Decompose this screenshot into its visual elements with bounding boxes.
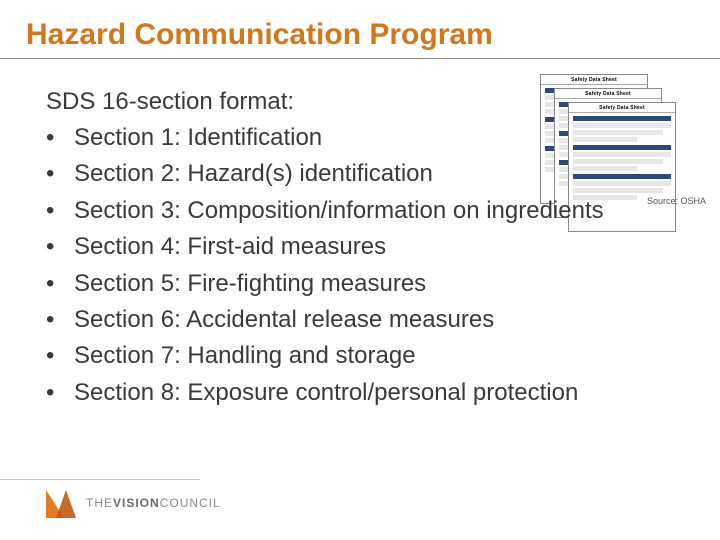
bullet-item: •Section 1: Identification (46, 122, 700, 154)
bullet-marker: • (46, 195, 74, 227)
bullet-marker: • (46, 231, 74, 263)
logo-word-vision: VISION (113, 496, 160, 510)
bullet-marker: • (46, 122, 74, 154)
bullet-list: •Section 1: Identification•Section 2: Ha… (46, 122, 700, 409)
slide: Hazard Communication Program Safety Data… (0, 0, 720, 540)
bullet-item: •Section 3: Composition/information on i… (46, 195, 700, 227)
logo-icon (46, 488, 76, 518)
footer-divider (0, 479, 200, 480)
subtitle: SDS 16-section format: (46, 88, 700, 116)
bullet-text: Section 6: Accidental release measures (74, 304, 494, 336)
footer: THEVISIONCOUNCIL (46, 488, 221, 518)
bullet-text: Section 1: Identification (74, 122, 322, 154)
bullet-item: •Section 8: Exposure control/personal pr… (46, 377, 700, 409)
bullet-text: Section 3: Composition/information on in… (74, 195, 604, 227)
body-content: SDS 16-section format: •Section 1: Ident… (46, 88, 700, 413)
page-title: Hazard Communication Program (26, 18, 700, 52)
title-area: Hazard Communication Program (26, 18, 700, 52)
bullet-item: •Section 6: Accidental release measures (46, 304, 700, 336)
bullet-item: •Section 5: Fire-fighting measures (46, 268, 700, 300)
bullet-marker: • (46, 340, 74, 372)
bullet-text: Section 8: Exposure control/personal pro… (74, 377, 578, 409)
bullet-marker: • (46, 377, 74, 409)
bullet-marker: • (46, 158, 74, 190)
bullet-text: Section 4: First-aid measures (74, 231, 386, 263)
bullet-text: Section 5: Fire-fighting measures (74, 268, 426, 300)
bullet-marker: • (46, 268, 74, 300)
logo-word-council: COUNCIL (160, 496, 221, 510)
bullet-item: •Section 7: Handling and storage (46, 340, 700, 372)
logo-text: THEVISIONCOUNCIL (86, 496, 221, 510)
bullet-text: Section 7: Handling and storage (74, 340, 416, 372)
bullet-item: •Section 4: First-aid measures (46, 231, 700, 263)
bullet-item: •Section 2: Hazard(s) identification (46, 158, 700, 190)
bullet-text: Section 2: Hazard(s) identification (74, 158, 433, 190)
title-underline (0, 58, 720, 59)
sds-sheet-title: Safety Data Sheet (541, 75, 647, 85)
logo-word-the: THE (86, 496, 113, 510)
bullet-marker: • (46, 304, 74, 336)
